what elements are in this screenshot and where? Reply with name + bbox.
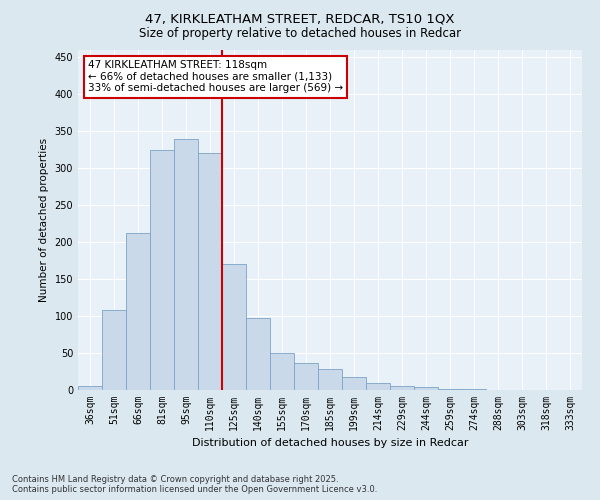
Bar xyxy=(390,386,414,390)
Bar xyxy=(318,370,342,390)
Bar xyxy=(342,378,366,390)
Bar xyxy=(126,234,150,390)
Bar xyxy=(414,387,438,390)
Bar xyxy=(294,364,318,390)
Bar xyxy=(270,353,294,390)
X-axis label: Distribution of detached houses by size in Redcar: Distribution of detached houses by size … xyxy=(192,438,468,448)
Bar xyxy=(222,264,246,390)
Text: 47, KIRKLEATHAM STREET, REDCAR, TS10 1QX: 47, KIRKLEATHAM STREET, REDCAR, TS10 1QX xyxy=(145,12,455,26)
Y-axis label: Number of detached properties: Number of detached properties xyxy=(39,138,49,302)
Bar xyxy=(150,150,174,390)
Text: Size of property relative to detached houses in Redcar: Size of property relative to detached ho… xyxy=(139,28,461,40)
Bar xyxy=(174,138,198,390)
Text: 47 KIRKLEATHAM STREET: 118sqm
← 66% of detached houses are smaller (1,133)
33% o: 47 KIRKLEATHAM STREET: 118sqm ← 66% of d… xyxy=(88,60,343,94)
Bar xyxy=(246,318,270,390)
Bar xyxy=(102,310,126,390)
Bar xyxy=(366,382,390,390)
Bar xyxy=(78,386,102,390)
Text: Contains HM Land Registry data © Crown copyright and database right 2025.
Contai: Contains HM Land Registry data © Crown c… xyxy=(12,474,377,494)
Bar xyxy=(198,154,222,390)
